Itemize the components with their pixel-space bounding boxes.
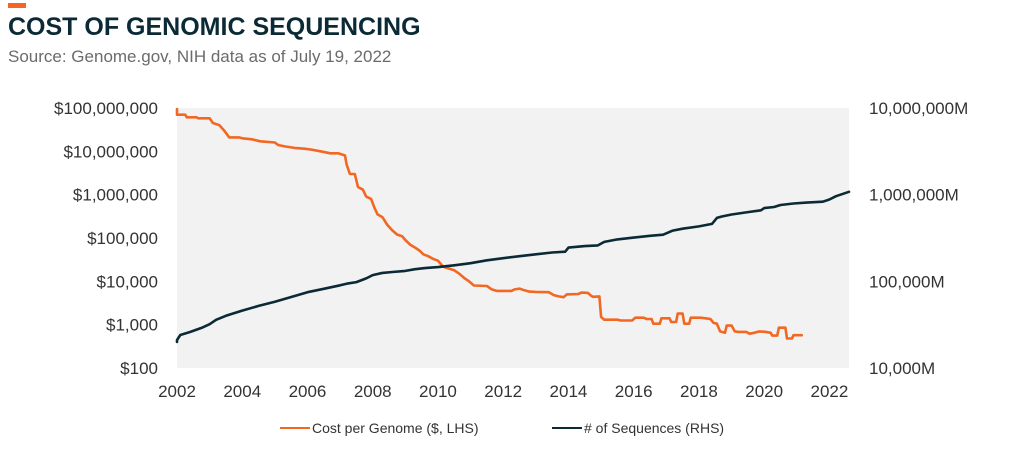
- series-group: [175, 107, 851, 344]
- legend-swatch-cost: [280, 427, 310, 429]
- accent-bar: [8, 3, 26, 8]
- x-axis: 2002 2004 2006 2008 2010 2012 2014 2016 2018 2020…: [158, 382, 848, 401]
- x-axis-tick-label: 2016: [615, 382, 653, 401]
- legend-item-sequences: # of Sequences (RHS): [552, 420, 724, 436]
- right-axis-tick-label: 10,000,000M: [869, 99, 968, 118]
- left-axis-tick-label: $1,000,000: [73, 186, 158, 205]
- chart-title: COST OF GENOMIC SEQUENCING: [8, 13, 421, 41]
- chart-subtitle: Source: Genome.gov, NIH data as of July …: [8, 47, 392, 66]
- right-axis-tick-label: 100,000M: [869, 272, 945, 291]
- x-axis-tick-label: 2002: [158, 382, 196, 401]
- left-axis-tick-label: $10,000,000: [63, 142, 158, 161]
- legend: Cost per Genome ($, LHS) # of Sequences …: [0, 420, 1024, 442]
- x-axis-tick-label: 2014: [550, 382, 588, 401]
- left-axis-tick-label: $100,000,000: [54, 99, 158, 118]
- right-axis-tick-label: 1,000,000M: [869, 186, 959, 205]
- x-axis-tick-label: 2006: [289, 382, 327, 401]
- x-axis-tick-label: 2012: [484, 382, 522, 401]
- x-axis-tick-label: 2022: [811, 382, 849, 401]
- plot-area: [177, 108, 849, 368]
- series-line-cost-per-genome: [175, 107, 804, 340]
- series-line-number-of-sequences: [175, 190, 851, 344]
- left-axis-tick-label: $1,000: [106, 316, 158, 335]
- legend-swatch-sequences: [552, 427, 582, 429]
- left-axis: $100 $1,000 $10,000 $100,000 $1,000,000 $10,0…: [54, 99, 158, 378]
- x-axis-tick-label: 2020: [745, 382, 783, 401]
- left-axis-tick-label: $100: [120, 359, 158, 378]
- left-axis-tick-label: $100,000: [87, 229, 158, 248]
- x-axis-tick-label: 2010: [419, 382, 457, 401]
- x-axis-tick-label: 2008: [354, 382, 392, 401]
- right-axis: 10,000M 100,000M 1,000,000M 10,000,000M: [869, 99, 968, 378]
- chart-svg: $100 $1,000 $10,000 $100,000 $1,000,000 $10,0…: [54, 99, 968, 401]
- right-axis-tick-label: 10,000M: [869, 359, 935, 378]
- legend-label-sequences: # of Sequences (RHS): [584, 420, 725, 436]
- legend-item-cost: Cost per Genome ($, LHS): [280, 420, 479, 436]
- x-axis-tick-label: 2018: [680, 382, 718, 401]
- left-axis-tick-label: $10,000: [97, 272, 158, 291]
- x-axis-tick-label: 2004: [223, 382, 261, 401]
- legend-label-cost: Cost per Genome ($, LHS): [312, 420, 479, 436]
